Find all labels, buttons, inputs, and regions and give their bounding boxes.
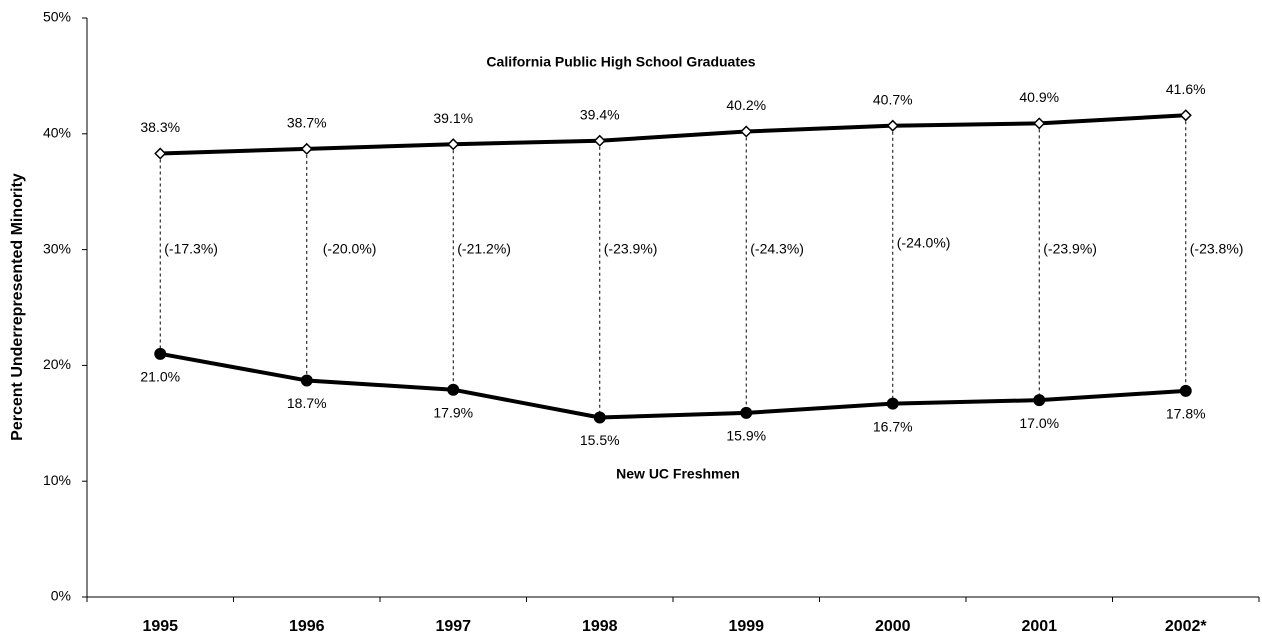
difference-label: (-21.2%) — [457, 240, 511, 256]
data-label: 15.5% — [580, 432, 620, 448]
x-tick-label: 2000 — [875, 618, 911, 635]
marker — [1033, 394, 1046, 407]
series-line — [160, 113, 1186, 156]
marker — [1179, 109, 1192, 122]
marker — [740, 125, 753, 138]
data-label: 40.9% — [1019, 89, 1059, 105]
data-label: 38.7% — [287, 115, 327, 131]
data-label: 15.9% — [726, 428, 766, 444]
x-tick-label: 1998 — [582, 618, 618, 635]
x-tick-label: 2001 — [1021, 618, 1057, 635]
difference-label: (-24.3%) — [750, 240, 804, 256]
series-line — [159, 351, 1186, 420]
data-label: 17.8% — [1166, 406, 1206, 422]
difference-label: (-23.9%) — [1043, 240, 1097, 256]
y-tick-label: 40% — [43, 125, 71, 141]
x-tick-label: 1995 — [142, 618, 178, 635]
x-tick-label: 2002* — [1165, 618, 1208, 635]
marker — [1033, 117, 1046, 130]
y-tick-label: 50% — [43, 9, 71, 25]
data-label: 18.7% — [287, 395, 327, 411]
y-tick-label: 20% — [43, 356, 71, 372]
data-label: 39.1% — [433, 110, 473, 126]
data-label: 16.7% — [873, 418, 913, 434]
y-axis-label: Percent Underrepresented Minority — [9, 173, 26, 441]
data-label: 39.4% — [580, 106, 620, 122]
data-label: 17.9% — [433, 404, 473, 420]
marker — [886, 397, 899, 410]
difference-label: (-23.9%) — [604, 240, 658, 256]
data-label: 40.2% — [726, 97, 766, 113]
marker — [447, 383, 460, 396]
data-label: 40.7% — [873, 91, 913, 107]
marker — [447, 138, 460, 151]
y-tick-label: 30% — [43, 240, 71, 256]
series-label: California Public High School Graduates — [486, 54, 755, 70]
series-label: New UC Freshmen — [616, 466, 740, 482]
marker — [740, 406, 753, 419]
marker — [300, 142, 313, 155]
y-tick-label: 10% — [43, 472, 71, 488]
x-tick-label: 1999 — [728, 618, 764, 635]
marker — [154, 147, 167, 160]
marker — [593, 134, 606, 147]
marker — [154, 347, 167, 360]
data-label: 17.0% — [1019, 415, 1059, 431]
data-label: 21.0% — [140, 369, 180, 385]
marker — [1179, 384, 1192, 397]
marker — [886, 119, 899, 132]
difference-label: (-17.3%) — [164, 240, 218, 256]
marker — [300, 374, 313, 387]
difference-label: (-23.8%) — [1190, 240, 1244, 256]
x-tick-label: 1996 — [289, 618, 325, 635]
y-tick-label: 0% — [51, 588, 71, 604]
data-label: 41.6% — [1166, 81, 1206, 97]
data-label: 38.3% — [140, 119, 180, 135]
x-tick-label: 1997 — [435, 618, 471, 635]
marker — [593, 411, 606, 424]
difference-label: (-20.0%) — [323, 240, 377, 256]
difference-label: (-24.0%) — [897, 234, 951, 250]
